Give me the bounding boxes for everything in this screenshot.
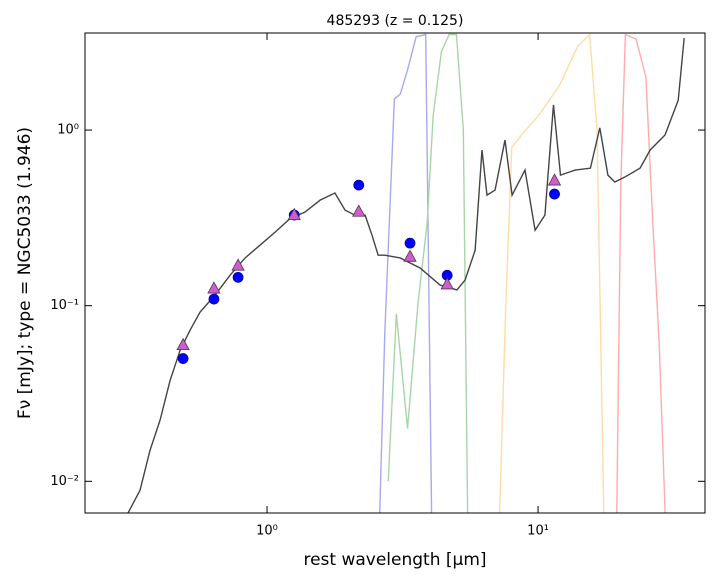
model-point <box>403 249 417 262</box>
sed-line <box>498 33 605 513</box>
sed-line <box>387 33 469 513</box>
observed-point <box>353 179 365 191</box>
x-tick-label: 10⁰ <box>256 524 278 539</box>
model-point <box>287 207 301 221</box>
y-tick-label: 10⁻¹ <box>50 298 79 313</box>
observed-point <box>232 271 244 283</box>
y-axis-label: Fν [mJy]; type = NGC5033 (1.946) <box>15 127 35 419</box>
y-tick-label: 10⁰ <box>57 123 79 138</box>
sed-line <box>127 38 685 513</box>
observed-point <box>208 293 220 305</box>
chart-title: 485293 (z = 0.125) <box>327 13 464 29</box>
x-tick-label: 10¹ <box>527 524 549 539</box>
y-tick-label: 10⁻² <box>50 474 79 489</box>
observed-point <box>549 188 560 200</box>
sed-line <box>379 33 433 513</box>
x-axis-label: rest wavelength [μm] <box>303 550 486 570</box>
model-point <box>440 277 454 290</box>
sed-line <box>616 33 666 513</box>
model-point <box>176 337 190 351</box>
model-point <box>547 173 562 186</box>
model-point <box>231 258 245 271</box>
axes-frame <box>84 32 706 514</box>
model-point <box>207 281 221 294</box>
observed-point <box>177 353 189 364</box>
plot-area <box>127 33 685 513</box>
model-point <box>352 204 366 217</box>
observed-point <box>404 237 416 249</box>
